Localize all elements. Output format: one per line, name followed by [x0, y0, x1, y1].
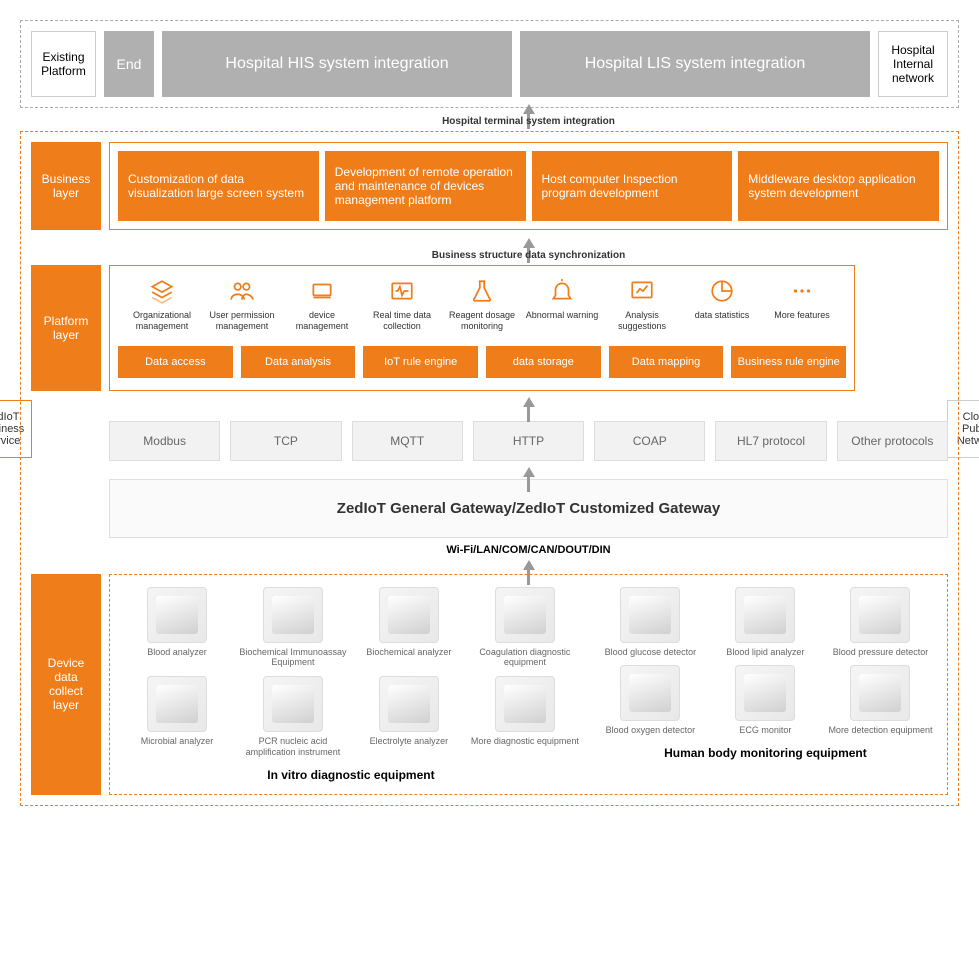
end-box: End: [104, 31, 154, 97]
arrow-business-sync: Business structure data synchronization: [109, 238, 948, 261]
device-group-ivd: Blood analyzerBiochemical Immunoassay Eq…: [122, 587, 580, 782]
chart-icon-item: Analysis suggestions: [602, 278, 682, 332]
device-image: [495, 587, 555, 643]
arrow-gateway: [109, 467, 948, 477]
device-item: Microbial analyzer: [122, 676, 232, 758]
gateway-connections: Wi-Fi/LAN/COM/CAN/DOUT/DIN: [109, 544, 948, 556]
device-image: [735, 587, 795, 643]
flask-icon-item: Reagent dosage monitoring: [442, 278, 522, 332]
users-icon: [229, 278, 255, 304]
device-item: PCR nucleic acid amplification instrumen…: [238, 676, 348, 758]
business-layer: Business layer Customization of data vis…: [31, 142, 948, 230]
device-image: [379, 676, 439, 732]
device-item: Biochemical analyzer: [354, 587, 464, 669]
main-section: Business layer Customization of data vis…: [20, 131, 959, 806]
platform-layer-label: Platform layer: [31, 265, 101, 391]
platform-bar-2: IoT rule engine: [363, 346, 478, 378]
device-image: [263, 676, 323, 732]
platform-bar-1: Data analysis: [241, 346, 356, 378]
existing-platform-box: Existing Platform: [31, 31, 96, 97]
protocol-other-protocols: Other protocols: [837, 421, 948, 461]
device-icon: [309, 278, 335, 304]
platform-bar-3: data storage: [486, 346, 601, 378]
arrow-devices: [109, 560, 948, 570]
wave-icon-item: Real time data collection: [362, 278, 442, 332]
architecture-diagram: ZedIoT Business Service Cloud Public Net…: [20, 20, 959, 806]
device-image: [735, 665, 795, 721]
business-box-2: Host computer Inspection program develop…: [532, 151, 733, 221]
business-box-1: Development of remote operation and main…: [325, 151, 526, 221]
business-layer-label: Business layer: [31, 142, 101, 230]
device-item: Blood analyzer: [122, 587, 232, 669]
wave-icon: [389, 278, 415, 304]
more-icon-item: More features: [762, 278, 842, 332]
lis-box: Hospital LIS system integration: [520, 31, 870, 97]
device-image: [147, 587, 207, 643]
hospital-network-box: Hospital Internal network: [878, 31, 948, 97]
flask-icon: [469, 278, 495, 304]
device-item: ECG monitor: [711, 665, 820, 736]
device-item: Blood lipid analyzer: [711, 587, 820, 658]
device-image: [147, 676, 207, 732]
device-layer-label: Device data collect layer: [31, 574, 101, 795]
protocol-row: ModbusTCP MQTTHTTPCOAPHL7 protocol Other p…: [109, 421, 948, 461]
bell-icon: [549, 278, 575, 304]
more-icon: [789, 278, 815, 304]
protocol-mqtt: MQTT: [352, 421, 463, 461]
layers-icon-item: Organizational management: [122, 278, 202, 332]
device-item: Blood oxygen detector: [596, 665, 705, 736]
device-item: More diagnostic equipment: [470, 676, 580, 758]
device-item: Blood glucose detector: [596, 587, 705, 658]
users-icon-item: User permission management: [202, 278, 282, 332]
business-box-0: Customization of data visualization larg…: [118, 151, 319, 221]
protocol-coap: COAP: [594, 421, 705, 461]
protocol-hl7-protocol: HL7 protocol: [715, 421, 826, 461]
arrow-hospital-terminal: Hospital terminal system integration: [98, 104, 959, 127]
protocol-modbus: Modbus: [109, 421, 220, 461]
protocol-http: HTTP: [473, 421, 584, 461]
bell-icon-item: Abnormal warning: [522, 278, 602, 332]
device-image: [850, 587, 910, 643]
device-item: Electrolyte analyzer: [354, 676, 464, 758]
device-item: More detection equipment: [826, 665, 935, 736]
chart-icon: [629, 278, 655, 304]
device-icon-item: device management: [282, 278, 362, 332]
his-box: Hospital HIS system integration: [162, 31, 512, 97]
device-item: Biochemical Immunoassay Equipment: [238, 587, 348, 669]
device-layer: Device data collect layer Blood analyzer…: [31, 574, 948, 795]
device-item: Coagulation diagnostic equipment: [470, 587, 580, 669]
platform-layer: Platform layer Organizational management…: [31, 265, 948, 391]
device-image: [620, 587, 680, 643]
device-image: [379, 587, 439, 643]
pie-icon-item: data statistics: [682, 278, 762, 332]
device-image: [850, 665, 910, 721]
platform-bar-0: Data access: [118, 346, 233, 378]
business-box-3: Middleware desktop application system de…: [738, 151, 939, 221]
protocol-tcp: TCP: [230, 421, 341, 461]
device-image: [263, 587, 323, 643]
device-group-monitoring: Blood glucose detectorBlood lipid analyz…: [596, 587, 935, 782]
top-section: Existing Platform End Hospital HIS syste…: [20, 20, 959, 108]
platform-bar-4: Data mapping: [609, 346, 724, 378]
pie-icon: [709, 278, 735, 304]
device-image: [620, 665, 680, 721]
device-item: Blood pressure detector: [826, 587, 935, 658]
device-image: [495, 676, 555, 732]
platform-bar-5: Business rule engine: [731, 346, 846, 378]
arrow-protocols: [109, 397, 948, 407]
layers-icon: [149, 278, 175, 304]
